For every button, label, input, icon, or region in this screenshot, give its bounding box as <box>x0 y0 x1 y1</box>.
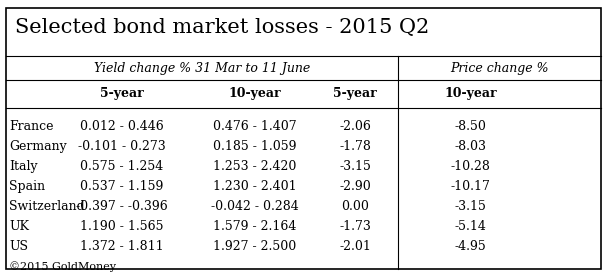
Text: 1.190 - 1.565: 1.190 - 1.565 <box>80 220 163 233</box>
Text: 0.476 - 1.407: 0.476 - 1.407 <box>213 120 297 133</box>
Text: Italy: Italy <box>9 160 38 173</box>
Text: France: France <box>9 120 53 133</box>
Text: US: US <box>9 240 28 253</box>
Text: -1.78: -1.78 <box>339 140 371 153</box>
Text: 1.253 - 2.420: 1.253 - 2.420 <box>213 160 297 173</box>
Text: 1.927 - 2.500: 1.927 - 2.500 <box>213 240 297 253</box>
Text: -0.042 - 0.284: -0.042 - 0.284 <box>211 200 299 213</box>
Text: 0.185 - 1.059: 0.185 - 1.059 <box>213 140 297 153</box>
Text: ©2015 GoldMoney: ©2015 GoldMoney <box>9 261 116 272</box>
Text: -8.50: -8.50 <box>455 120 486 133</box>
Text: -3.15: -3.15 <box>455 200 486 213</box>
FancyBboxPatch shape <box>6 8 601 269</box>
Text: Germany: Germany <box>9 140 67 153</box>
Text: -10.17: -10.17 <box>450 180 490 193</box>
Text: -8.03: -8.03 <box>455 140 486 153</box>
Text: -5.14: -5.14 <box>455 220 486 233</box>
Text: Selected bond market losses - 2015 Q2: Selected bond market losses - 2015 Q2 <box>15 18 429 37</box>
Text: -4.95: -4.95 <box>455 240 486 253</box>
Text: -2.06: -2.06 <box>339 120 371 133</box>
Text: -0.101 - 0.273: -0.101 - 0.273 <box>78 140 165 153</box>
Text: Price change %: Price change % <box>450 62 549 75</box>
Text: Switzerland: Switzerland <box>9 200 85 213</box>
Text: -1.73: -1.73 <box>339 220 371 233</box>
Text: 1.372 - 1.811: 1.372 - 1.811 <box>80 240 163 253</box>
Text: 10-year: 10-year <box>444 87 497 100</box>
Text: -2.01: -2.01 <box>339 240 371 253</box>
Text: -0.397 - -0.396: -0.397 - -0.396 <box>75 200 168 213</box>
Text: 1.230 - 2.401: 1.230 - 2.401 <box>213 180 297 193</box>
Text: 5-year: 5-year <box>333 87 377 100</box>
Text: -3.15: -3.15 <box>339 160 371 173</box>
Text: Yield change % 31 Mar to 11 June: Yield change % 31 Mar to 11 June <box>93 62 310 75</box>
Text: 0.537 - 1.159: 0.537 - 1.159 <box>80 180 163 193</box>
Text: 10-year: 10-year <box>229 87 281 100</box>
Text: 0.575 - 1.254: 0.575 - 1.254 <box>80 160 163 173</box>
Text: -10.28: -10.28 <box>450 160 490 173</box>
Text: 1.579 - 2.164: 1.579 - 2.164 <box>213 220 297 233</box>
Text: 5-year: 5-year <box>100 87 143 100</box>
Text: UK: UK <box>9 220 29 233</box>
Text: 0.012 - 0.446: 0.012 - 0.446 <box>80 120 163 133</box>
Text: -2.90: -2.90 <box>339 180 371 193</box>
Text: 0.00: 0.00 <box>341 200 369 213</box>
Text: Spain: Spain <box>9 180 46 193</box>
